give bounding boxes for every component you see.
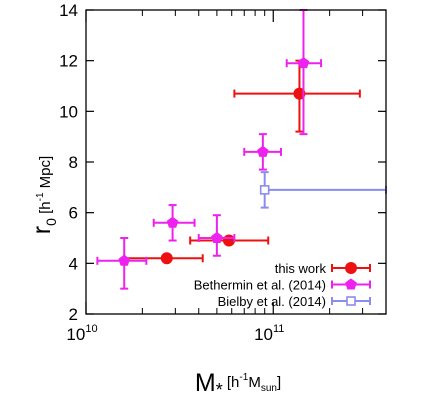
x-tick-label-base: 10 <box>66 325 85 344</box>
y-tick-label: 2 <box>69 305 78 324</box>
data-point <box>211 231 223 243</box>
legend-swatch-marker <box>345 278 357 290</box>
y-tick-label: 12 <box>59 52 78 71</box>
x-axis-label-unit-sub: sun <box>261 383 277 394</box>
legend: this work Bethermin et al. (2014) Bielby… <box>194 261 371 309</box>
y-axis-label: r0 [h-1 Mpc] <box>28 156 59 234</box>
x-axis-label-unit: [h <box>223 374 240 391</box>
x-axis-label-unit-end: ] <box>277 374 281 391</box>
y-tick-label: 4 <box>69 254 78 273</box>
y-axis-label-subscript: 0 <box>43 218 59 226</box>
x-tick-label-exp: 10 <box>85 323 97 335</box>
plot-frame <box>85 9 387 315</box>
y-tick-label: 8 <box>69 153 78 172</box>
x-axis-label-subscript: * <box>216 380 223 400</box>
series-2 <box>259 171 387 209</box>
legend-entry-bielby: Bielby et al. (2014) <box>218 294 326 309</box>
x-axis-label-unit-mass: M <box>248 374 261 391</box>
y-tick-label: 10 <box>59 102 78 121</box>
legend-swatch-marker <box>345 262 357 274</box>
data-point <box>160 252 173 265</box>
data-point <box>222 234 235 247</box>
data-point <box>297 57 310 69</box>
x-axis-label-unit-exp: -1 <box>239 372 248 383</box>
y-axis-label-symbol: r <box>28 226 56 234</box>
y-axis-label-unit-end: Mpc] <box>37 156 54 193</box>
legend-entry-bethermin: Bethermin et al. (2014) <box>194 278 326 293</box>
x-tick-label: 1011 <box>254 323 284 344</box>
x-tick-label: 1010 <box>66 323 97 344</box>
y-tick-label: 6 <box>69 204 78 223</box>
x-tick-label-base: 10 <box>254 325 273 344</box>
series-1 <box>96 9 323 290</box>
legend-swatch-marker <box>346 296 356 306</box>
data-point <box>166 216 179 228</box>
series-0 <box>123 59 361 265</box>
x-axis-label: M* [h-1Msun] <box>195 369 281 400</box>
y-axis-label-unit: [h <box>37 201 54 218</box>
data-marks <box>96 9 387 290</box>
x-tick-label-exp: 11 <box>273 323 284 335</box>
legend-swatches <box>331 262 371 306</box>
y-tick-label: 14 <box>59 1 78 20</box>
data-point <box>259 185 270 195</box>
x-axis-label-symbol: M <box>195 369 216 397</box>
data-point <box>257 145 269 157</box>
data-point <box>293 87 306 100</box>
y-axis-label-unit-exp: -1 <box>35 192 46 201</box>
legend-entry-this-work: this work <box>275 261 327 276</box>
data-point <box>118 254 131 266</box>
